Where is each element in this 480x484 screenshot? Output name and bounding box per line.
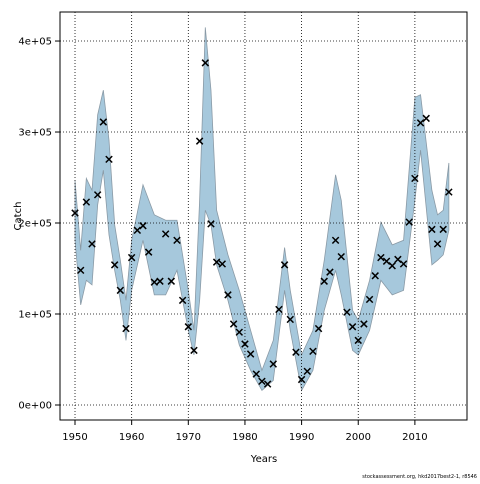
point <box>93 191 102 199</box>
point <box>320 277 328 285</box>
point <box>445 188 453 196</box>
x-tick-label: 1990 <box>289 432 314 443</box>
point <box>190 346 198 355</box>
point <box>280 261 289 269</box>
point <box>297 375 306 384</box>
point <box>212 258 221 266</box>
y-axis-label: Catch <box>13 202 24 231</box>
footnote: stockassessment.org, hkd2017best2-1, r85… <box>362 474 477 480</box>
point <box>394 255 402 264</box>
point <box>314 324 323 333</box>
point <box>161 230 170 238</box>
point <box>433 240 442 248</box>
point <box>252 370 261 378</box>
point <box>348 323 357 331</box>
x-tick-label: 2000 <box>346 432 371 443</box>
x-axis-label: Years <box>250 454 277 465</box>
point <box>292 348 300 356</box>
point <box>207 220 215 228</box>
point <box>167 277 176 285</box>
point <box>139 222 147 230</box>
point <box>354 336 362 345</box>
point <box>71 209 79 217</box>
point <box>241 340 249 348</box>
point <box>224 291 232 299</box>
point <box>195 137 204 145</box>
point <box>246 350 255 358</box>
point <box>105 155 113 164</box>
point <box>275 305 283 314</box>
point <box>88 240 96 248</box>
point <box>309 347 317 356</box>
point <box>122 324 130 333</box>
y-tick-label: 1e+05 <box>18 309 52 320</box>
point <box>258 377 266 386</box>
point <box>127 253 136 262</box>
point <box>99 118 108 126</box>
point <box>326 268 334 276</box>
x-tick-label: 1960 <box>119 432 144 443</box>
point <box>422 114 430 123</box>
plot-frame <box>59 11 468 421</box>
point <box>218 260 227 268</box>
y-tick-label: 0e+00 <box>18 400 52 411</box>
point <box>439 225 447 234</box>
point <box>156 277 164 285</box>
point <box>235 328 244 336</box>
point <box>144 248 153 256</box>
y-tick-label: 2e+05 <box>18 219 52 230</box>
point <box>269 360 278 368</box>
point <box>405 218 413 226</box>
point <box>343 308 351 316</box>
point <box>303 367 311 376</box>
x-tick-label: 2010 <box>402 432 427 443</box>
point <box>184 323 193 331</box>
point <box>229 320 238 328</box>
point <box>76 266 85 275</box>
point <box>116 286 125 295</box>
point <box>382 257 391 265</box>
point <box>428 225 436 234</box>
point <box>399 260 408 268</box>
confidence-band <box>74 27 450 392</box>
point <box>337 252 345 261</box>
y-tick-label: 3e+05 <box>18 128 52 139</box>
point <box>173 236 181 245</box>
point <box>178 296 187 305</box>
point <box>411 174 419 183</box>
y-tick-label: 4e+05 <box>18 37 52 48</box>
x-tick-label: 1980 <box>232 432 257 443</box>
point <box>377 253 385 262</box>
point <box>110 261 119 269</box>
point <box>201 59 210 67</box>
point <box>150 278 159 286</box>
point <box>360 320 368 328</box>
point <box>286 315 294 324</box>
point <box>331 236 340 245</box>
point <box>263 380 272 388</box>
point <box>133 226 142 235</box>
point <box>416 119 425 127</box>
point <box>82 198 91 206</box>
point <box>365 295 374 304</box>
point <box>371 272 379 280</box>
x-tick-label: 1970 <box>176 432 201 443</box>
x-tick-label: 1950 <box>62 432 87 443</box>
point <box>388 262 396 270</box>
